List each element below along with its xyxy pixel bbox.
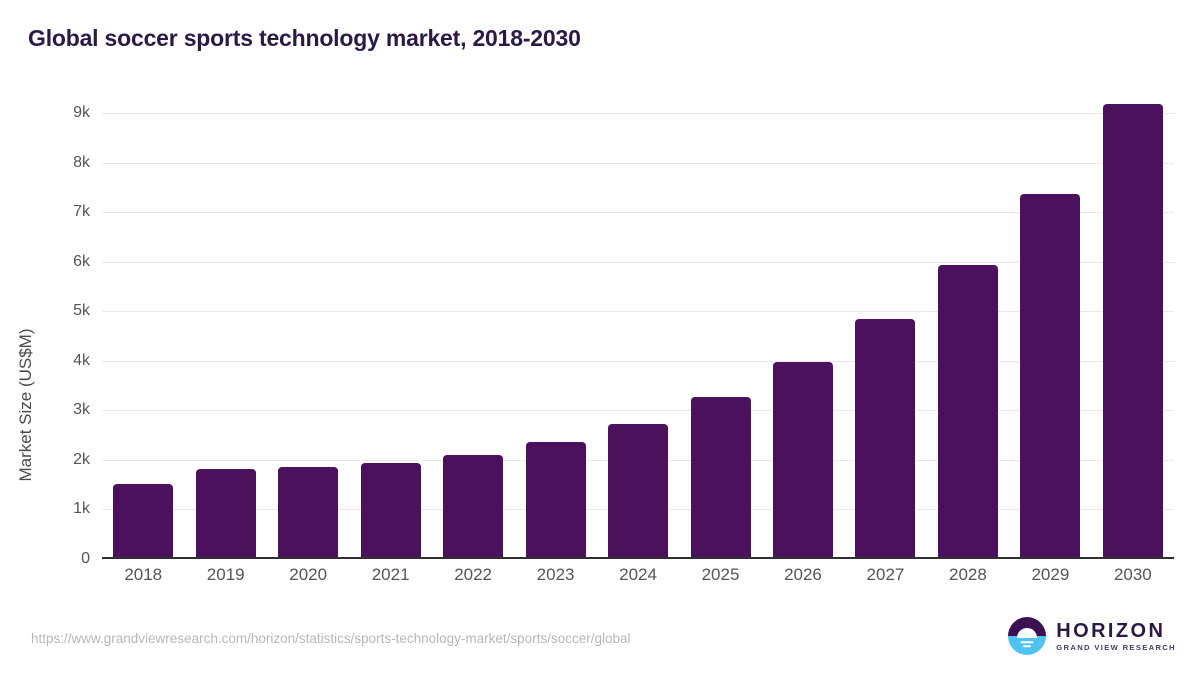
bar-slot: [184, 111, 266, 557]
y-axis-tick-label: 3k: [73, 401, 90, 419]
x-axis-tick-label: 2021: [371, 565, 410, 584]
bar[interactable]: [113, 483, 174, 557]
bar-slot: [349, 111, 431, 557]
gridline: [102, 113, 1174, 114]
bar[interactable]: [278, 466, 339, 557]
bar[interactable]: [1102, 103, 1163, 557]
bar[interactable]: [937, 264, 998, 557]
source-url[interactable]: https://www.grandviewresearch.com/horizo…: [31, 631, 631, 646]
y-axis-tick-label: 5k: [73, 302, 90, 320]
bar[interactable]: [1020, 194, 1081, 557]
bar-slot: [1009, 111, 1091, 557]
page-title: Global soccer sports technology market, …: [28, 25, 581, 51]
x-axis-tick-label: 2029: [1031, 565, 1070, 584]
bar-slot: [844, 111, 926, 557]
x-axis-tick-label: 2023: [536, 565, 575, 584]
bar-slot: [102, 111, 184, 557]
x-axis-tick-label: 2026: [784, 565, 822, 584]
bar-slot: [679, 111, 761, 557]
plot-area: 0 1k 2k 3k 4k 5k 6k 7k 8k 9k: [73, 103, 1174, 567]
horizon-logo[interactable]: HORIZON GRAND VIEW RESEARCH: [1007, 616, 1176, 656]
bar[interactable]: [443, 454, 504, 557]
logo-text: HORIZON GRAND VIEW RESEARCH: [1056, 621, 1176, 652]
x-axis-tick-label: 2024: [619, 565, 657, 584]
bar[interactable]: [690, 396, 751, 557]
x-axis-tick-label: 2019: [206, 565, 245, 584]
horizon-logo-mark-icon: [1008, 617, 1047, 655]
x-axis-tick-labels: 2018 2019 2020 2021 2022 2023 2024 2025 2026 2027…: [102, 565, 1174, 585]
bar-slot: [597, 111, 679, 557]
gridline: [102, 162, 1174, 164]
bar-slot: [432, 111, 514, 557]
bar-slot: [927, 111, 1009, 557]
y-axis-tick-label: 7k: [73, 203, 90, 221]
bar-slot: [762, 111, 844, 557]
bar[interactable]: [525, 442, 586, 557]
bar-slot: [267, 111, 349, 557]
bar[interactable]: [855, 319, 916, 557]
bar-slot: [1092, 103, 1174, 557]
bar-series: [102, 103, 1174, 557]
gridline: [102, 261, 1174, 263]
x-axis-tick-label: 2027: [866, 565, 905, 584]
x-axis-tick-label: 2018: [124, 565, 163, 584]
gridline: [102, 311, 1174, 313]
x-axis-line: [102, 557, 1174, 559]
y-axis-tick-label: 1k: [73, 500, 90, 518]
x-axis-tick-label: 2025: [701, 565, 740, 584]
x-axis-tick-label: 2028: [949, 565, 987, 584]
bar[interactable]: [195, 468, 256, 557]
x-axis-tick-label: 2020: [289, 565, 328, 584]
bar[interactable]: [772, 362, 833, 557]
y-axis-tick-label: 9k: [73, 104, 90, 121]
y-axis-tick-label: 2k: [73, 450, 90, 468]
y-axis-tick-label: 4k: [73, 351, 90, 369]
bar[interactable]: [360, 462, 421, 557]
y-axis-tick-label: 6k: [73, 252, 90, 270]
gridline: [102, 360, 1174, 362]
bar-slot: [514, 111, 596, 557]
gridline: [102, 410, 1174, 412]
y-axis-tick-label: 8k: [73, 153, 90, 171]
bar[interactable]: [608, 423, 669, 557]
logo-wordmark: HORIZON: [1056, 619, 1166, 642]
x-axis-tick-label: 2030: [1113, 565, 1152, 584]
logo-tagline: GRAND VIEW RESEARCH: [1056, 642, 1176, 652]
x-axis-tick-label: 2022: [454, 565, 493, 584]
chart-plot-frame: Market Size (US$M) 0 1k 2k 3k 4k 5k 6k 7k 8k 9k 2…: [16, 95, 1175, 595]
gridline: [102, 212, 1174, 214]
y-axis-tick-label: 0: [81, 550, 90, 567]
